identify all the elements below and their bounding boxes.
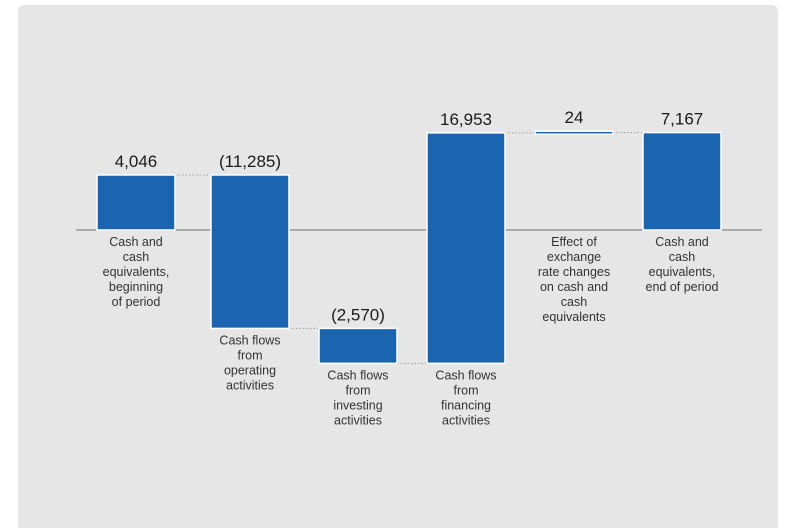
category-label: Cash flows from operating activities: [219, 333, 280, 392]
category-label: Cash flows from investing activities: [327, 368, 388, 427]
category-label: Effect of exchange rate changes on cash and…: [538, 235, 610, 324]
category-label: Cash flows from financing activities: [435, 368, 496, 427]
value-label: 16,953: [440, 110, 492, 129]
value-label: 24: [565, 108, 584, 127]
bar-5: [534, 130, 614, 135]
value-label: (11,285): [219, 152, 281, 171]
bar-6: [642, 131, 722, 231]
bar-2: [210, 174, 290, 330]
chart-panel: [18, 5, 778, 528]
value-label: 4,046: [115, 152, 158, 171]
bar-1: [96, 174, 176, 231]
value-label: 7,167: [661, 110, 704, 129]
bar-3: [318, 327, 398, 365]
bar-4: [426, 132, 506, 365]
category-label: Cash and cash equivalents, end of period: [646, 235, 719, 294]
category-label: Cash and cash equivalents, beginning of peri…: [103, 235, 170, 309]
value-label: (2,570): [331, 305, 385, 324]
